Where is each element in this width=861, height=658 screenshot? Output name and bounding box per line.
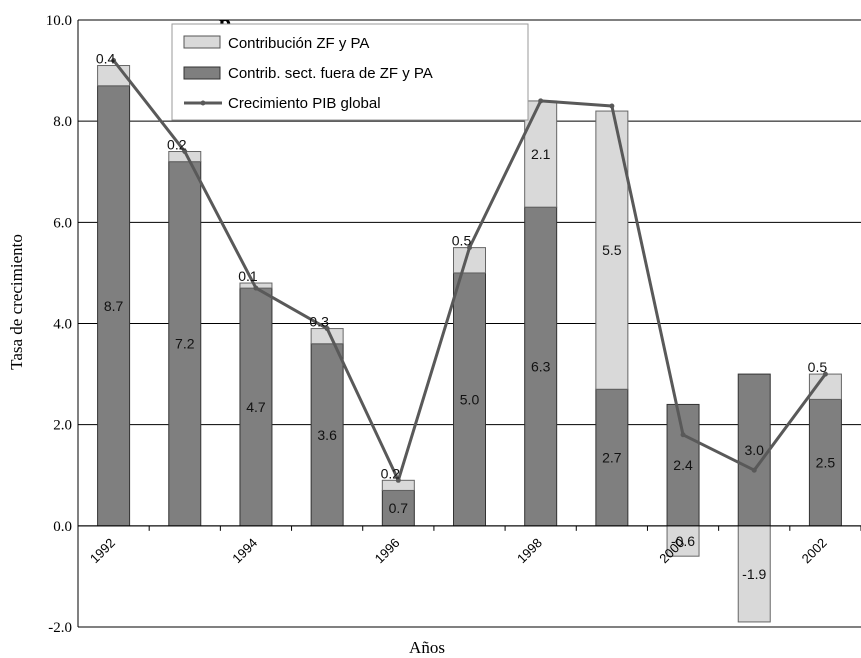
bar-fuera-2001 — [737, 373, 771, 527]
growth-point-2000 — [680, 432, 686, 438]
legend-swatch-crecimiento-marker — [200, 100, 206, 106]
y-axis-ticks: -2.0 0.0 2.0 4.0 6.0 8.0 10.0 — [46, 13, 79, 636]
bar-zf-1998 — [524, 100, 558, 208]
data-label-fuera-2000: 2.4 — [673, 457, 693, 473]
bar-fuera-2002 — [808, 398, 842, 527]
data-label-fuera-1993: 7.2 — [175, 336, 195, 352]
y-axis-title: Tasa de crecimiento — [7, 234, 26, 370]
x-tick-label-1992: 1992 — [87, 535, 118, 566]
legend-box — [171, 23, 529, 121]
growth-point-1998 — [538, 98, 544, 104]
bar-zf-2001 — [737, 525, 771, 623]
y-tick-label-6.0: 6.0 — [53, 215, 72, 231]
x-tick-label-1996: 1996 — [372, 535, 403, 566]
growth-point-2002 — [822, 371, 828, 377]
data-label-zf-2000: -0.6 — [671, 533, 695, 549]
data-label-fuera-1994: 4.7 — [246, 399, 266, 415]
data-label-zf-1997: 0.5 — [452, 233, 472, 249]
growth-point-1993 — [182, 149, 188, 155]
bars-group — [97, 65, 842, 623]
growth-point-2001 — [751, 467, 757, 473]
legend-label-contribucion-zf: Contribución ZF y PA — [228, 35, 369, 52]
legend: Contribución ZF y PA Contrib. sect. fuer… — [171, 23, 529, 121]
y-tick-label-0.0: 0.0 — [53, 519, 72, 535]
data-label-fuera-1998: 6.3 — [531, 358, 551, 374]
data-label-zf-1992: 0.4 — [96, 51, 116, 67]
x-tick-label-1994: 1994 — [229, 535, 260, 566]
data-label-zf-1998: 2.1 — [531, 146, 551, 162]
y-tick-label--2.0: -2.0 — [48, 620, 72, 636]
growth-point-1996 — [395, 477, 401, 483]
y-tick-label-8.0: 8.0 — [53, 114, 72, 130]
data-label-fuera-1996: 0.7 — [389, 500, 409, 516]
y-tick-label-10.0: 10.0 — [46, 13, 72, 29]
bar-fuera-1996 — [381, 489, 415, 527]
data-label-zf-1996: 0.2 — [381, 465, 401, 481]
legend-swatch-contrib-fuera — [183, 66, 221, 80]
data-label-fuera-2001: 3.0 — [744, 442, 764, 458]
x-tick-label-2002: 2002 — [799, 535, 830, 566]
data-labels: 8.7 0.4 7.2 0.2 4.7 0.1 3.6 0.3 0.7 0.2 5.0 0.5 6.3 2… — [96, 51, 835, 582]
y-tick-label-4.0: 4.0 — [53, 317, 72, 333]
bar-fuera-1997 — [453, 272, 486, 527]
x-tick-label-1998: 1998 — [514, 535, 545, 566]
growth-point-1995 — [324, 326, 330, 332]
legend-label-contrib-fuera: Contrib. sect. fuera de ZF y PA — [228, 65, 433, 82]
x-axis-title: Años — [409, 638, 445, 657]
data-label-zf-1995: 0.3 — [309, 314, 329, 330]
bar-fuera-1999 — [595, 388, 629, 527]
bar-fuera-1998 — [524, 206, 558, 527]
growth-point-1992 — [111, 57, 117, 63]
data-label-zf-1999: 5.5 — [602, 242, 622, 258]
legend-swatch-contribucion-zf — [183, 35, 221, 49]
data-label-zf-2002: 0.5 — [808, 359, 828, 375]
y-tick-label-2.0: 2.0 — [53, 418, 72, 434]
data-label-fuera-1992: 8.7 — [104, 298, 124, 314]
data-label-fuera-2002: 2.5 — [816, 455, 836, 471]
data-label-zf-1993: 0.2 — [167, 137, 187, 153]
bar-fuera-1993 — [168, 161, 202, 527]
growth-line-group — [111, 57, 828, 483]
growth-point-1997 — [467, 245, 472, 251]
data-label-zf-2001: -1.9 — [742, 566, 766, 582]
bar-fuera-1994 — [239, 287, 273, 527]
data-label-fuera-1997: 5.0 — [460, 391, 480, 407]
legend-label-crecimiento: Crecimiento PIB global — [228, 95, 381, 112]
data-label-fuera-1999: 2.7 — [602, 450, 622, 466]
data-label-zf-1994: 0.1 — [238, 268, 258, 284]
growth-point-1994 — [253, 285, 259, 291]
bar-fuera-1995 — [310, 343, 344, 527]
bar-zf-2000 — [666, 525, 700, 557]
growth-point-1999 — [609, 103, 615, 109]
data-label-fuera-1995: 3.6 — [317, 427, 337, 443]
